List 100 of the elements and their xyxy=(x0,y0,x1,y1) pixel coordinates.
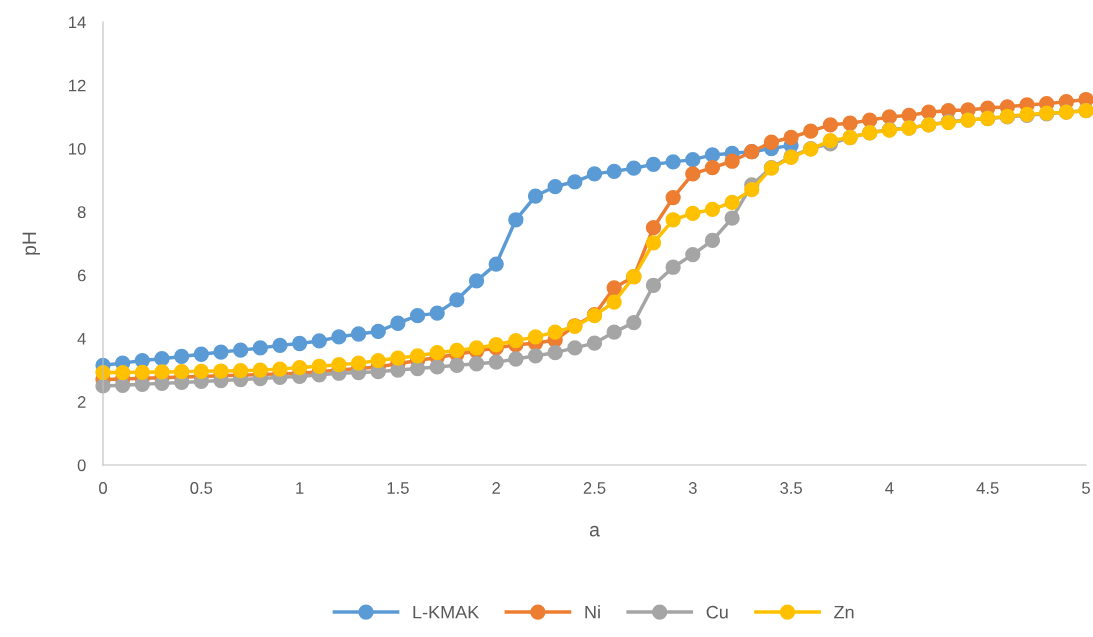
point xyxy=(370,352,386,369)
point xyxy=(527,329,544,345)
point xyxy=(174,364,190,380)
legend-label: Ni xyxy=(585,605,600,619)
point xyxy=(468,273,485,289)
point xyxy=(567,174,583,190)
point xyxy=(645,235,662,251)
point xyxy=(232,363,249,379)
point xyxy=(331,329,347,345)
point xyxy=(508,212,524,228)
x-tick-label: 3 xyxy=(688,482,697,494)
point xyxy=(547,345,563,361)
point xyxy=(665,189,681,206)
point xyxy=(115,364,131,381)
point xyxy=(586,166,603,182)
x-tick-label: 4 xyxy=(885,482,894,494)
point xyxy=(154,364,170,380)
y-tick-label: 12 xyxy=(69,79,86,92)
point xyxy=(449,357,465,373)
point xyxy=(803,123,819,139)
y-axis-title: pH xyxy=(22,232,41,255)
point xyxy=(626,160,642,176)
point xyxy=(704,232,721,248)
point xyxy=(429,359,445,375)
point xyxy=(468,356,485,372)
point xyxy=(586,335,603,351)
point xyxy=(645,220,662,236)
y-tick-label: 8 xyxy=(77,206,86,219)
point xyxy=(822,117,839,133)
point xyxy=(527,188,544,204)
point xyxy=(311,358,327,374)
point xyxy=(645,156,662,173)
point xyxy=(606,324,622,340)
point xyxy=(350,355,367,371)
legend-label: Zn xyxy=(834,605,854,619)
point xyxy=(685,246,701,263)
x-axis-title: a xyxy=(589,525,600,537)
point xyxy=(390,315,406,331)
point xyxy=(862,112,878,128)
y-tick-label: 10 xyxy=(69,142,86,155)
point xyxy=(291,335,308,352)
x-tick-label: 0.5 xyxy=(190,482,213,494)
point xyxy=(488,256,504,272)
point xyxy=(724,210,740,226)
point xyxy=(527,348,544,364)
point xyxy=(252,362,268,378)
point xyxy=(311,333,327,349)
point xyxy=(881,109,898,125)
y-tick-label: 6 xyxy=(77,269,86,282)
x-tick-label: 2 xyxy=(492,482,500,494)
point xyxy=(272,361,288,377)
y-tick-label: 2 xyxy=(77,396,86,408)
point xyxy=(134,364,150,380)
x-tick-label: 2.5 xyxy=(583,482,606,494)
point xyxy=(685,152,701,168)
point xyxy=(724,194,740,211)
point xyxy=(842,115,858,131)
point xyxy=(429,345,445,361)
point xyxy=(174,348,190,365)
x-tick-label: 4.5 xyxy=(976,482,999,494)
point xyxy=(626,314,642,331)
x-tick-label: 0 xyxy=(99,482,107,494)
point xyxy=(921,104,937,120)
point xyxy=(547,178,563,195)
point xyxy=(901,107,917,123)
point xyxy=(272,337,288,354)
point xyxy=(409,348,426,364)
point xyxy=(488,354,504,370)
x-tick-label: 1.5 xyxy=(387,482,409,494)
point xyxy=(291,359,308,376)
point xyxy=(508,333,524,349)
point xyxy=(390,350,406,366)
point xyxy=(409,360,426,377)
point xyxy=(213,344,229,360)
point xyxy=(115,377,131,393)
point xyxy=(665,212,681,228)
point xyxy=(685,166,701,182)
point xyxy=(429,305,445,321)
point xyxy=(547,324,563,340)
y-tick-label: 0 xyxy=(77,459,86,472)
point xyxy=(154,351,170,367)
legend-label: L-KMAK xyxy=(413,605,480,619)
point xyxy=(665,259,681,275)
point xyxy=(704,159,721,176)
point xyxy=(331,357,347,373)
point xyxy=(213,363,229,379)
point xyxy=(232,342,249,358)
point xyxy=(783,129,799,146)
point xyxy=(193,363,209,379)
point xyxy=(724,153,740,169)
y-tick-label: 4 xyxy=(77,333,86,345)
point xyxy=(252,340,268,356)
point xyxy=(704,201,721,217)
point xyxy=(508,351,524,367)
point xyxy=(744,182,760,198)
point xyxy=(665,154,681,170)
point xyxy=(370,323,386,340)
legend-label: Cu xyxy=(706,605,728,619)
point xyxy=(193,346,209,362)
y-tick-label: 14 xyxy=(69,16,86,29)
